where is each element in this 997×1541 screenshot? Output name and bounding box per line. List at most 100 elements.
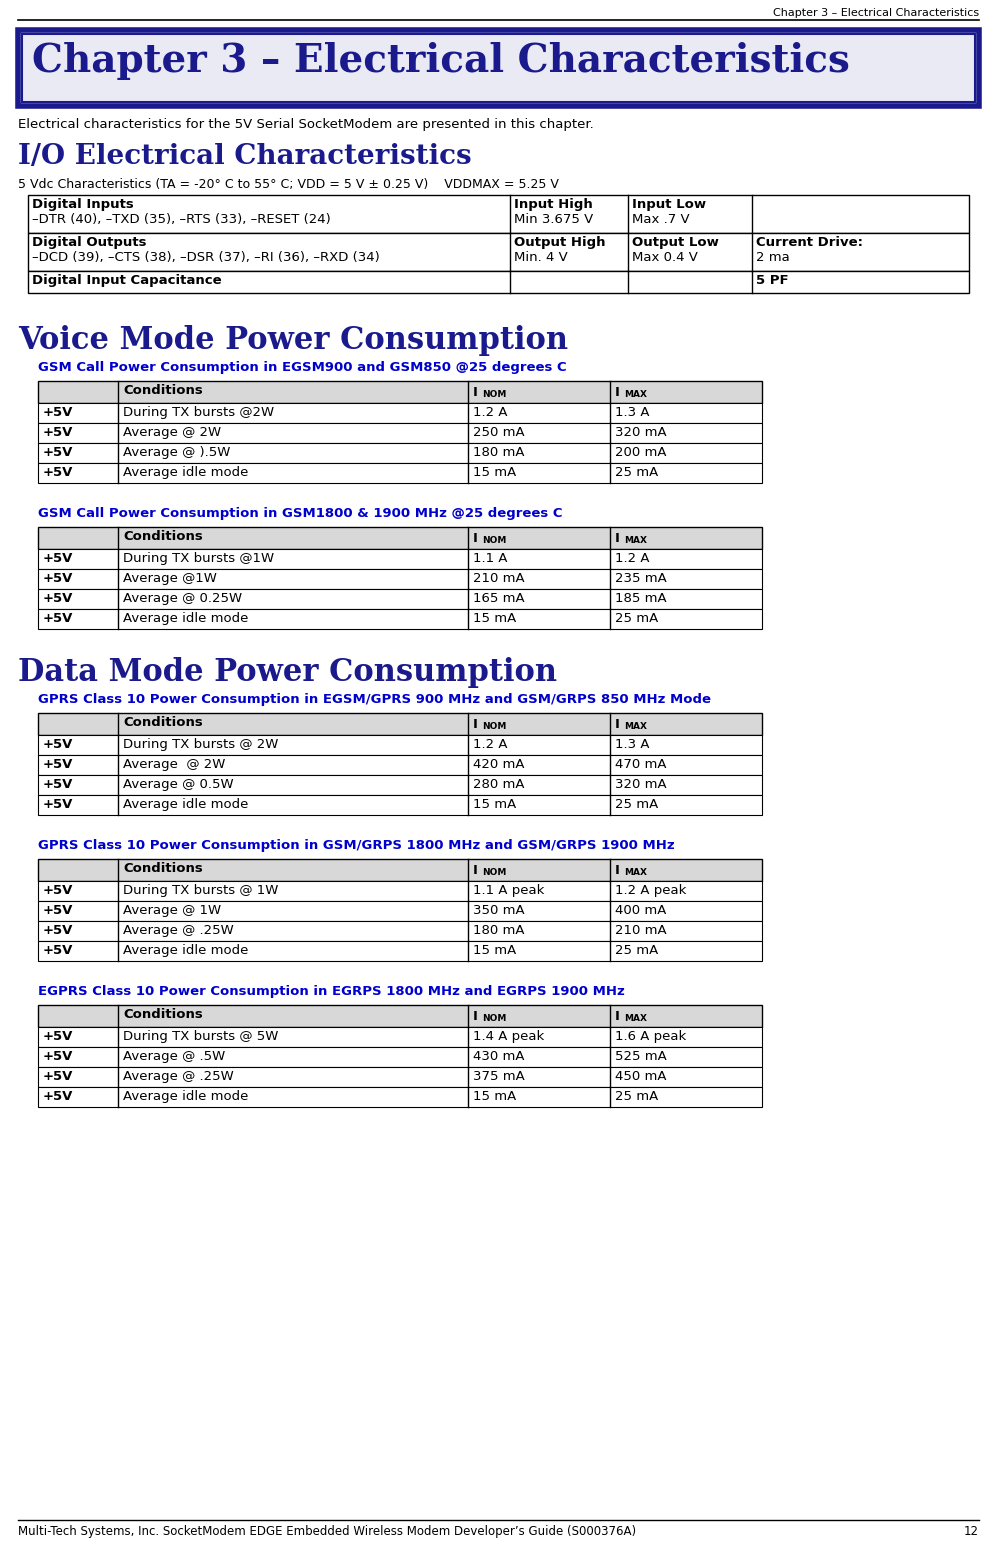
- Text: +5V: +5V: [43, 552, 74, 566]
- Text: +5V: +5V: [43, 778, 74, 791]
- Text: +5V: +5V: [43, 1029, 74, 1043]
- Text: Max .7 V: Max .7 V: [632, 213, 690, 227]
- Text: +5V: +5V: [43, 1069, 74, 1083]
- Text: 470 mA: 470 mA: [615, 758, 667, 770]
- Text: Max 0.4 V: Max 0.4 V: [632, 251, 698, 264]
- Text: 15 mA: 15 mA: [473, 1089, 516, 1103]
- Text: Conditions: Conditions: [123, 530, 202, 542]
- Text: Conditions: Conditions: [123, 1008, 202, 1022]
- Bar: [28, 196, 969, 233]
- Text: 320 mA: 320 mA: [615, 425, 667, 439]
- Text: Conditions: Conditions: [123, 717, 202, 729]
- Text: NOM: NOM: [482, 868, 506, 877]
- Bar: [38, 922, 762, 942]
- Text: Average @ ).5W: Average @ ).5W: [123, 445, 230, 459]
- Text: 200 mA: 200 mA: [615, 445, 667, 459]
- Text: Average @ .25W: Average @ .25W: [123, 1069, 233, 1083]
- Bar: [38, 795, 762, 815]
- Text: +5V: +5V: [43, 738, 74, 750]
- Text: 15 mA: 15 mA: [473, 945, 516, 957]
- Bar: [38, 858, 762, 881]
- Bar: [38, 881, 762, 901]
- Text: Conditions: Conditions: [123, 861, 202, 875]
- Text: Average @ 1W: Average @ 1W: [123, 905, 221, 917]
- Text: +5V: +5V: [43, 405, 74, 419]
- Bar: [38, 422, 762, 442]
- Text: Average @ 0.25W: Average @ 0.25W: [123, 592, 242, 606]
- Text: I: I: [615, 1009, 620, 1023]
- Text: GSM Call Power Consumption in EGSM900 and GSM850 @25 degrees C: GSM Call Power Consumption in EGSM900 an…: [38, 361, 566, 374]
- Text: I: I: [473, 863, 478, 877]
- Text: Average  @ 2W: Average @ 2W: [123, 758, 225, 770]
- Text: 185 mA: 185 mA: [615, 592, 667, 606]
- Bar: [38, 1066, 762, 1086]
- Text: I: I: [615, 532, 620, 544]
- Text: I: I: [473, 718, 478, 730]
- Text: I: I: [473, 532, 478, 544]
- Text: 180 mA: 180 mA: [473, 925, 524, 937]
- Text: Average idle mode: Average idle mode: [123, 1089, 248, 1103]
- Text: Average @ 2W: Average @ 2W: [123, 425, 221, 439]
- Bar: [38, 1046, 762, 1066]
- Bar: [38, 404, 762, 422]
- Text: Average idle mode: Average idle mode: [123, 798, 248, 811]
- Text: MAX: MAX: [624, 1014, 647, 1023]
- Text: NOM: NOM: [482, 536, 506, 544]
- Bar: [38, 942, 762, 962]
- Text: I: I: [473, 1009, 478, 1023]
- Text: NOM: NOM: [482, 1014, 506, 1023]
- Text: GPRS Class 10 Power Consumption in EGSM/GPRS 900 MHz and GSM/GRPS 850 MHz Mode: GPRS Class 10 Power Consumption in EGSM/…: [38, 693, 711, 706]
- Text: 210 mA: 210 mA: [473, 572, 524, 586]
- Text: 25 mA: 25 mA: [615, 1089, 658, 1103]
- Text: 12: 12: [964, 1526, 979, 1538]
- Text: 5 Vdc Characteristics (TA = -20° C to 55° C; VDD = 5 V ± 0.25 V)    VDDMAX = 5.2: 5 Vdc Characteristics (TA = -20° C to 55…: [18, 179, 559, 191]
- Text: Chapter 3 – Electrical Characteristics: Chapter 3 – Electrical Characteristics: [773, 8, 979, 18]
- Text: 1.3 A: 1.3 A: [615, 738, 649, 750]
- Bar: [28, 271, 969, 293]
- Text: During TX bursts @ 5W: During TX bursts @ 5W: [123, 1029, 278, 1043]
- Text: MAX: MAX: [624, 868, 647, 877]
- Text: 25 mA: 25 mA: [615, 945, 658, 957]
- Text: 1.1 A peak: 1.1 A peak: [473, 885, 544, 897]
- Text: Min 3.675 V: Min 3.675 V: [514, 213, 593, 227]
- Text: During TX bursts @ 2W: During TX bursts @ 2W: [123, 738, 278, 750]
- Text: 250 mA: 250 mA: [473, 425, 524, 439]
- Bar: [28, 233, 969, 271]
- Text: Digital Outputs: Digital Outputs: [32, 236, 147, 250]
- Text: Output Low: Output Low: [632, 236, 719, 250]
- Text: MAX: MAX: [624, 390, 647, 399]
- Bar: [38, 569, 762, 589]
- Text: +5V: +5V: [43, 572, 74, 586]
- Text: NOM: NOM: [482, 721, 506, 730]
- Text: 1.2 A: 1.2 A: [473, 738, 507, 750]
- Text: 1.6 A peak: 1.6 A peak: [615, 1029, 686, 1043]
- Bar: [38, 609, 762, 629]
- Text: Multi-Tech Systems, Inc. SocketModem EDGE Embedded Wireless Modem Developer’s Gu: Multi-Tech Systems, Inc. SocketModem EDG…: [18, 1526, 636, 1538]
- Text: 1.2 A: 1.2 A: [473, 405, 507, 419]
- Text: I: I: [615, 718, 620, 730]
- Text: 5 PF: 5 PF: [756, 274, 789, 287]
- Text: Data Mode Power Consumption: Data Mode Power Consumption: [18, 656, 557, 687]
- Text: +5V: +5V: [43, 905, 74, 917]
- Text: 235 mA: 235 mA: [615, 572, 667, 586]
- Text: Digital Inputs: Digital Inputs: [32, 197, 134, 211]
- Text: +5V: +5V: [43, 1089, 74, 1103]
- Bar: [38, 775, 762, 795]
- Text: 1.1 A: 1.1 A: [473, 552, 507, 566]
- Text: Average @ 0.5W: Average @ 0.5W: [123, 778, 233, 791]
- Text: –DTR (40), –TXD (35), –RTS (33), –RESET (24): –DTR (40), –TXD (35), –RTS (33), –RESET …: [32, 213, 331, 227]
- Text: 400 mA: 400 mA: [615, 905, 666, 917]
- Text: 1.2 A peak: 1.2 A peak: [615, 885, 686, 897]
- Text: Average idle mode: Average idle mode: [123, 612, 248, 626]
- Text: 15 mA: 15 mA: [473, 798, 516, 811]
- Text: Current Drive:: Current Drive:: [756, 236, 863, 250]
- Text: Digital Input Capacitance: Digital Input Capacitance: [32, 274, 221, 287]
- Text: 450 mA: 450 mA: [615, 1069, 667, 1083]
- Bar: [38, 735, 762, 755]
- Text: NOM: NOM: [482, 390, 506, 399]
- Text: I: I: [473, 385, 478, 399]
- Text: +5V: +5V: [43, 1049, 74, 1063]
- Text: +5V: +5V: [43, 945, 74, 957]
- Text: GPRS Class 10 Power Consumption in GSM/GRPS 1800 MHz and GSM/GRPS 1900 MHz: GPRS Class 10 Power Consumption in GSM/G…: [38, 838, 675, 852]
- Text: –DCD (39), –CTS (38), –DSR (37), –RI (36), –RXD (34): –DCD (39), –CTS (38), –DSR (37), –RI (36…: [32, 251, 380, 264]
